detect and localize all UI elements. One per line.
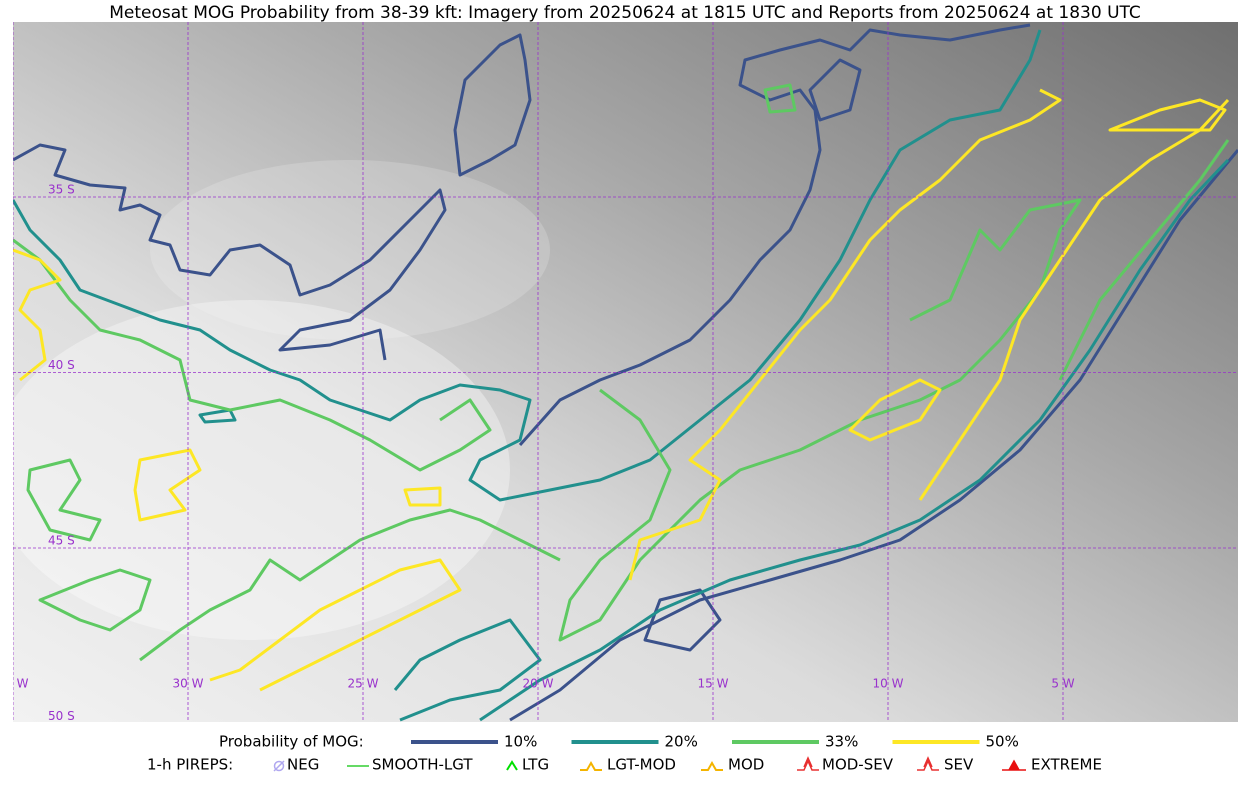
- lon-label: 35 W: [0, 677, 29, 691]
- legend-label: 33%: [825, 733, 858, 751]
- contour: [393, 618, 542, 722]
- contour: [509, 149, 1238, 722]
- contour: [26, 458, 102, 542]
- contour: [1058, 139, 1230, 381]
- lon-label: 10 W: [873, 677, 904, 691]
- pirep-icon: [273, 760, 285, 772]
- contour: [808, 58, 862, 122]
- pirep-icon: [506, 760, 518, 771]
- contour: [13, 238, 492, 472]
- contour: [209, 558, 462, 692]
- contour: [643, 588, 722, 652]
- pirep-icon: [580, 760, 602, 771]
- map: 35 W 30 W 25 W 20 W 15 W 10 W 5 W 35 S 40 S 45 S 5…: [0, 22, 1238, 723]
- contour: [13, 248, 62, 382]
- lat-label: 35 S: [48, 183, 75, 197]
- legend-label: EXTREME: [1031, 756, 1102, 774]
- contour: [133, 448, 202, 522]
- contour: [479, 158, 1230, 722]
- contour: [848, 378, 942, 442]
- contour: [518, 23, 1031, 446]
- pirep-icon: [701, 760, 723, 771]
- contour: [38, 568, 152, 632]
- legend-label: MOD: [728, 756, 764, 774]
- contour: [13, 143, 447, 361]
- lon-label: 5 W: [1051, 677, 1074, 691]
- contour: [453, 33, 532, 177]
- lon-label: 20 W: [523, 677, 554, 691]
- contour: [198, 408, 237, 424]
- contour: [918, 98, 1230, 501]
- lat-label: 40 S: [48, 358, 75, 372]
- pirep-icon: [917, 756, 939, 771]
- contour: [13, 29, 1042, 502]
- pirep-icon: [1002, 759, 1026, 771]
- pirep-icon: [797, 756, 819, 771]
- legend-label: LGT-MOD: [607, 756, 676, 774]
- legend-title: Probability of MOG:: [219, 733, 364, 751]
- legend-label: 10%: [504, 733, 537, 751]
- legend-label: SMOOTH-LGT: [372, 756, 473, 774]
- lat-label: 50 S: [48, 709, 75, 723]
- lon-label: 25 W: [348, 677, 379, 691]
- cloud: [13, 300, 510, 640]
- legend-label: 50%: [986, 733, 1019, 751]
- contour: [403, 486, 442, 507]
- legend-label: SEV: [944, 756, 974, 774]
- contour: [139, 508, 561, 662]
- legend-label: MOD-SEV: [822, 756, 894, 774]
- cloud: [150, 160, 550, 340]
- legend-label: NEG: [287, 756, 319, 774]
- legend-title: 1-h PIREPS:: [147, 756, 233, 774]
- contour: [763, 83, 797, 114]
- legend-label: 20%: [665, 733, 698, 751]
- contour: [1108, 98, 1227, 132]
- title: Meteosat MOG Probability from 38-39 kft:…: [109, 3, 1141, 23]
- lon-label: 30 W: [173, 677, 204, 691]
- lon-label: 15 W: [698, 677, 729, 691]
- contour: [558, 198, 1082, 642]
- pirep-icon: [273, 760, 285, 772]
- lat-label: 45 S: [48, 534, 75, 548]
- legend-label: LTG: [522, 756, 549, 774]
